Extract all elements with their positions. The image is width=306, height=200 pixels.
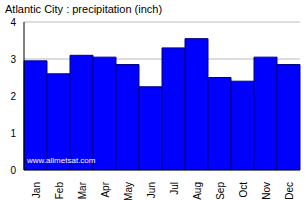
- svg-text:2: 2: [10, 91, 16, 102]
- svg-text:3: 3: [10, 54, 16, 65]
- svg-text:Mar: Mar: [77, 181, 88, 199]
- svg-text:Jun: Jun: [146, 182, 157, 198]
- html-text:Atlantic City : precipitation: Atlantic City : precipitation (inch): [5, 3, 163, 15]
- svg-text:1: 1: [10, 128, 16, 139]
- svg-text:Jan: Jan: [31, 182, 42, 198]
- svg-text:Apr: Apr: [100, 181, 111, 197]
- svg-text:Jul: Jul: [169, 182, 180, 195]
- svg-text:Aug: Aug: [192, 182, 203, 200]
- html-text:www.allmetsat.com: www.allmetsat.com: [27, 156, 96, 165]
- svg-text:Dec: Dec: [284, 182, 295, 200]
- svg-text:Nov: Nov: [261, 182, 272, 200]
- svg-text:4: 4: [10, 17, 16, 28]
- svg-text:Oct: Oct: [238, 182, 249, 198]
- svg-text:May: May: [123, 182, 134, 200]
- svg-text:Sep: Sep: [215, 182, 226, 200]
- svg-text:Feb: Feb: [54, 182, 65, 200]
- svg-text:0: 0: [10, 165, 16, 176]
